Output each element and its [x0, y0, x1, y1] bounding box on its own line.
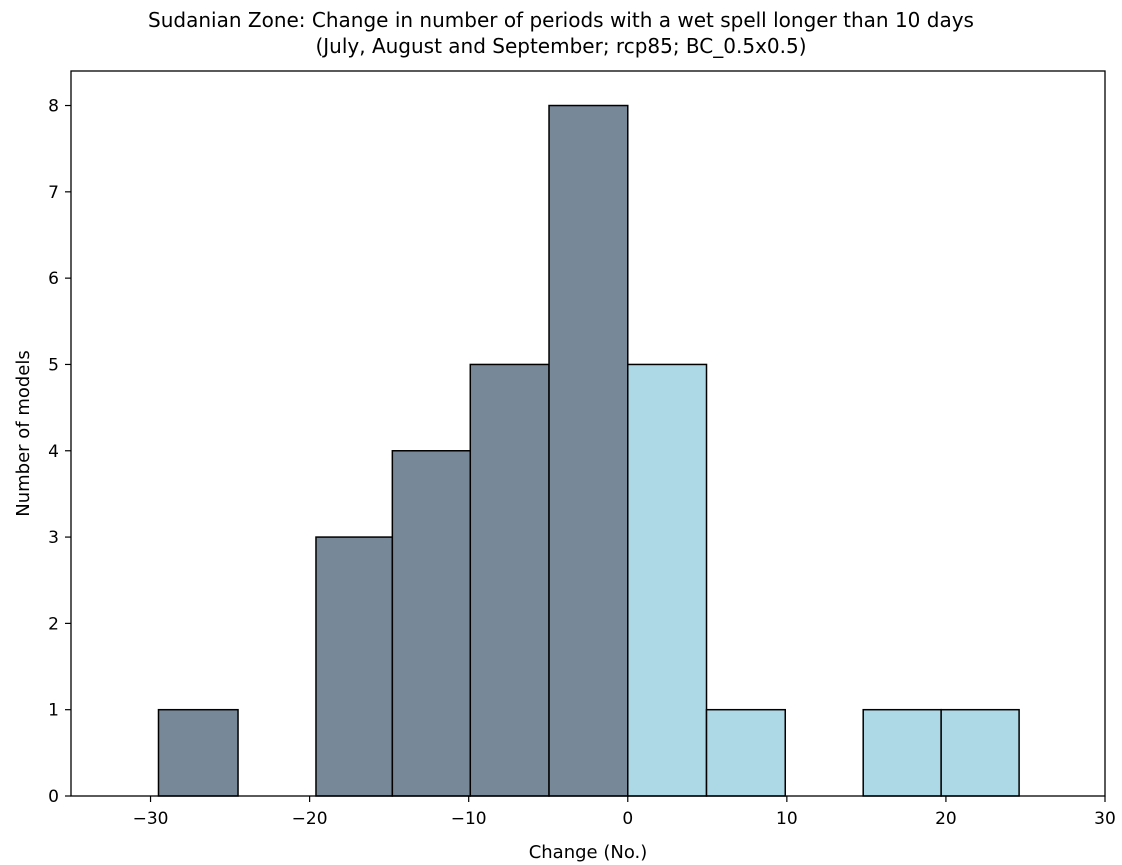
- histogram-bar: [391, 450, 472, 797]
- y-tick-label: 2: [48, 614, 59, 634]
- x-tick-label: 0: [622, 809, 633, 829]
- y-axis-ticks: 0 1 2 3 4 5 6 7 8: [48, 97, 71, 807]
- chart-title: Sudanian Zone: Change in number of perio…: [148, 8, 974, 32]
- histogram-bar: [862, 708, 942, 797]
- plot-frame: [70, 70, 1106, 797]
- x-axis-ticks: −30 −20 −10 0 10 20 30: [133, 796, 1116, 829]
- histogram-bar: [627, 363, 708, 797]
- histogram-bar: [469, 363, 550, 797]
- histogram-bar: [157, 708, 239, 797]
- histogram-bar: [548, 104, 629, 797]
- chart-subtitle: (July, August and September; rcp85; BC_0…: [315, 34, 807, 58]
- y-tick-label: 8: [48, 97, 59, 117]
- y-tick-label: 3: [48, 528, 59, 548]
- x-tick-label: −10: [451, 809, 487, 829]
- x-tick-label: 30: [1094, 809, 1116, 829]
- y-axis-label: Number of models: [13, 350, 34, 517]
- y-tick-label: 7: [48, 183, 59, 203]
- x-tick-label: 20: [935, 809, 957, 829]
- y-tick-label: 5: [48, 355, 59, 375]
- y-tick-label: 6: [48, 269, 59, 289]
- y-tick-label: 4: [48, 442, 59, 462]
- x-tick-label: −20: [292, 809, 328, 829]
- x-axis-label: Change (No.): [529, 842, 648, 863]
- y-tick-label: 0: [48, 787, 59, 807]
- histogram-bar: [705, 708, 787, 797]
- x-tick-label: 10: [776, 809, 798, 829]
- bars-group: [157, 104, 1020, 797]
- x-tick-label: −30: [133, 809, 169, 829]
- histogram-bar: [315, 536, 394, 797]
- y-tick-label: 1: [48, 701, 59, 721]
- histogram-bar: [940, 708, 1020, 797]
